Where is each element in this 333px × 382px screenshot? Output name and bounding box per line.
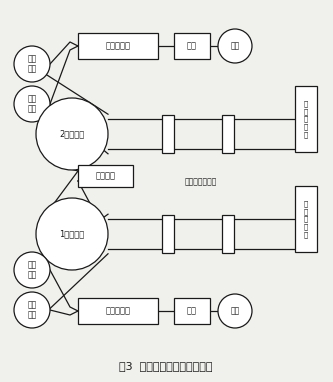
Text: 2号预热器: 2号预热器 [59,129,85,139]
Text: 风机: 风机 [187,42,197,50]
Circle shape [36,198,108,270]
Text: 图3  除尘系统工艺布置示意图: 图3 除尘系统工艺布置示意图 [119,361,213,371]
Text: 烟囱: 烟囱 [230,42,240,50]
Bar [162,215,174,253]
Text: 布袋除尘器: 布袋除尘器 [106,42,131,50]
Bar [78,165,133,187]
Text: 冷
却
器
一
号: 冷 却 器 一 号 [304,201,308,238]
Text: 1号预热器: 1号预热器 [59,230,85,238]
Text: 旋风
除尘: 旋风 除尘 [27,300,37,320]
Text: 旋风
除尘: 旋风 除尘 [27,94,37,114]
Text: 旋风除尘: 旋风除尘 [96,172,116,181]
Text: 旋风
除尘: 旋风 除尘 [27,260,37,280]
Text: 冷
却
器
二
号: 冷 却 器 二 号 [304,100,308,138]
Bar [295,86,317,152]
Bar [222,115,234,153]
Bar [222,215,234,253]
Bar [162,115,174,153]
Circle shape [14,292,50,328]
Circle shape [14,46,50,82]
Circle shape [36,98,108,170]
Circle shape [218,294,252,328]
Text: 布袋除尘器: 布袋除尘器 [106,306,131,316]
Bar [78,33,158,59]
Text: 热风管路至煤磨: 热风管路至煤磨 [185,178,217,186]
Text: 风机: 风机 [187,306,197,316]
Circle shape [14,252,50,288]
Circle shape [218,29,252,63]
Bar [174,298,210,324]
Bar [295,186,317,252]
Bar [78,298,158,324]
Text: 旋风
除尘: 旋风 除尘 [27,54,37,74]
Text: 烟囱: 烟囱 [230,306,240,316]
Circle shape [14,86,50,122]
Bar [174,33,210,59]
